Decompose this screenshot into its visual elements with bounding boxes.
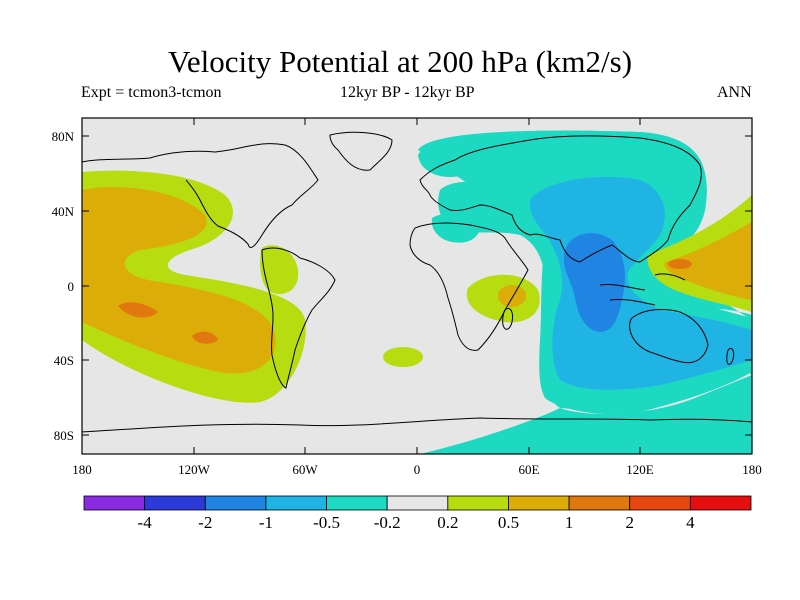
contour-wpac-dark (668, 259, 692, 269)
coast-indonesia (599, 273, 686, 306)
colorbar-swatch (386, 495, 449, 511)
colorbar-swatch (447, 495, 509, 511)
x-tick-label: 120E (626, 462, 654, 477)
season-label: ANN (717, 84, 752, 101)
y-tick-label: 0 (68, 279, 75, 294)
coast-south-america (261, 247, 336, 389)
contour-pacific-dark-2 (192, 331, 218, 344)
colorbar-label: 0.2 (437, 513, 458, 532)
coast-eurasia (419, 135, 702, 263)
colorbar-label: -1 (259, 513, 273, 532)
experiment-label: Expt = tcmon3-tcmon (81, 84, 222, 101)
colorbar-label: 2 (625, 513, 634, 532)
contour-amazon-green (260, 245, 299, 294)
contour-pacific-orange (82, 187, 276, 374)
y-tick-label: 40N (52, 204, 75, 219)
colorbar-label: 0.5 (498, 513, 519, 532)
x-tick-label: 120W (178, 462, 211, 477)
y-tick-label: 80N (52, 129, 75, 144)
coast-north-america (82, 143, 319, 248)
coast-new-zealand (726, 347, 735, 365)
period-label: 12kyr BP - 12kyr BP (340, 84, 475, 101)
colorbar: -4 -2 -1 -0.5 -0.2 0.2 0.5 1 2 4 (83, 495, 752, 532)
contour-africa-orange (498, 285, 526, 307)
x-tick-label: 60E (519, 462, 540, 477)
x-tick-label: 0 (414, 462, 421, 477)
coast-madagascar (502, 307, 513, 330)
colorbar-label: 1 (565, 513, 574, 532)
colorbar-label: 4 (686, 513, 695, 532)
contour-atlantic-green (383, 347, 423, 367)
colorbar-label: -0.2 (374, 513, 401, 532)
colorbar-swatch (629, 495, 691, 511)
x-tick-label: 180 (72, 462, 92, 477)
colorbar-swatch (204, 495, 267, 511)
coastlines (82, 131, 752, 433)
contour-asia-blue (529, 176, 752, 390)
colorbar-label: -0.5 (313, 513, 340, 532)
coast-antarctica (82, 417, 752, 433)
x-tick-label: 180 (742, 462, 762, 477)
colorbar-label: -2 (198, 513, 212, 532)
contour-asia-blue-core (563, 233, 625, 332)
colorbar-swatch (326, 495, 388, 511)
coast-greenland (329, 131, 393, 171)
contour-mediterranean-cyan (431, 213, 481, 243)
colorbar-swatch (689, 495, 752, 511)
contour-pacific-dark-1 (118, 302, 158, 318)
colorbar-label: -4 (138, 513, 153, 532)
y-tick-label: 80S (54, 428, 74, 443)
colorbar-swatch (83, 495, 146, 511)
y-axis (82, 135, 752, 436)
contour-fills (82, 130, 752, 454)
colorbar-swatch (508, 495, 570, 511)
map-title: Velocity Potential at 200 hPa (km2/s) (167, 44, 633, 79)
coast-africa (409, 222, 529, 351)
x-tick-label: 60W (292, 462, 318, 477)
colorbar-swatch (144, 495, 206, 511)
x-axis (193, 118, 641, 454)
colorbar-swatch (265, 495, 327, 511)
contour-wpac-orange (664, 222, 752, 300)
colorbar-swatch (568, 495, 631, 511)
coast-australia (629, 309, 709, 364)
y-tick-label: 40S (54, 353, 74, 368)
